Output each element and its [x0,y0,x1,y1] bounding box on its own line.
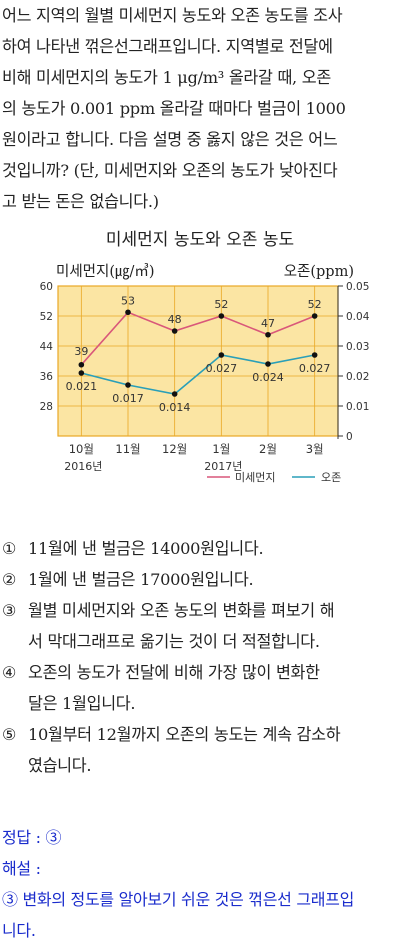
chart-title: 미세먼지 농도와 오존 농도 [106,230,294,250]
data-label: 53 [121,294,135,307]
answer-options: ① 11월에 낸 벌금은 14000원입니다. ② 1월에 낸 벌금은 1700… [2,533,398,781]
x-tick-label: 10월 [69,442,94,456]
data-label: 0.014 [159,401,191,414]
x-tick-label: 12월 [162,442,187,456]
question-line: 하여 나타낸 꺾은선그래프입니다. 지역별로 전달에 [2,37,333,56]
data-point [171,328,178,334]
data-point [265,361,271,367]
data-label: 52 [214,298,228,311]
plot-area [57,285,339,437]
explanation-line: 니다. [2,921,36,940]
right-tick-label: 0.04 [346,311,370,323]
series-line-fine-dust [80,311,315,366]
question-text: 어느 지역의 월별 미세먼지 농도와 오존 농도를 조사 하여 나타낸 꺾은선그… [2,0,398,217]
data-label: 39 [74,345,88,358]
data-label: 52 [308,298,322,311]
data-point [125,382,131,388]
legend-label: 오존 [321,471,341,484]
option-2[interactable]: ② 1월에 낸 벌금은 17000원입니다. [2,564,398,595]
option-text: 서 막대그래프로 옮기는 것이 더 적절합니다. [28,632,320,651]
left-tick-label: 44 [40,341,54,353]
option-number: ④ [2,663,17,682]
right-tick-label: 0.01 [346,401,369,413]
option-text: 10월부터 12월까지 오존의 농도는 계속 감소하 [28,725,341,744]
data-point [311,313,318,319]
option-number: ① [2,539,17,558]
question-line: 고 받는 돈은 없습니다.) [2,192,159,211]
option-5[interactable]: ⑤ 10월부터 12월까지 오존의 농도는 계속 감소하 였습니다. [2,719,398,781]
question-line: 어느 지역의 월별 미세먼지 농도와 오존 농도를 조사 [2,6,343,25]
question-line: 원이라고 합니다. 다음 설명 중 옳지 않은 것은 어느 [2,130,338,149]
question-line: 비해 미세먼지의 농도가 1 μg/m³ 올라갈 때, 오존 [2,68,331,87]
option-text: 달은 1월입니다. [28,694,136,713]
legend-label: 미세먼지 [235,471,275,484]
data-label: 47 [261,317,275,330]
right-tick-label: 0.05 [346,281,369,293]
right-tick-label: 0.03 [346,341,369,353]
option-text: 11월에 낸 벌금은 14000원입니다. [28,539,264,558]
x-tick-label: 3월 [306,442,324,456]
data-point [78,361,85,368]
option-number: ⑤ [2,725,17,744]
x-tick-label: 2월 [259,442,277,456]
option-3[interactable]: ③ 월별 미세먼지와 오존 농도의 변화를 펴보기 해 서 막대그래프로 옮기는… [2,595,398,657]
x-tick-label: 1월 [212,442,230,456]
option-number: ③ [2,601,17,620]
left-axis-label: 미세먼지(㎍/㎥) [56,263,155,280]
data-label: 0.027 [206,362,238,375]
left-tick-label: 60 [40,281,53,293]
data-point [125,309,131,316]
data-label: 0.024 [252,371,284,384]
year-label: 2017년 [204,460,242,473]
data-point [218,313,225,319]
option-1[interactable]: ① 11월에 낸 벌금은 14000원입니다. [2,533,398,564]
explanation-label: 해설 : [2,859,41,878]
left-tick-label: 52 [40,311,53,323]
data-point [218,352,225,358]
data-point [265,331,271,338]
explanation-line: ③ 변화의 정도를 알아보기 쉬운 것은 꺾은선 그래프입 [2,890,355,909]
left-tick-label: 36 [40,371,54,383]
x-tick-label: 11월 [115,442,140,456]
right-axis-label: 오존(ppm) [284,264,354,280]
data-label: 0.021 [66,380,98,393]
chart-svg: 미세먼지 농도와 오존 농도 미세먼지(㎍/㎥) 오존(ppm) 28 36 44 5… [40,230,370,484]
year-label: 2016년 [64,460,102,473]
left-tick-label: 28 [40,401,53,413]
line-chart: 미세먼지 농도와 오존 농도 미세먼지(㎍/㎥) 오존(ppm) 28 36 44 5… [0,228,400,498]
data-point [171,391,178,397]
option-number: ② [2,570,17,589]
question-line: 의 농도가 0.001 ppm 올라갈 때마다 벌금이 1000 [2,99,346,118]
series-line-ozone [81,354,315,395]
answer-section: 정답 : ③ 해설 : ③ 변화의 정도를 알아보기 쉬운 것은 꺾은선 그래프… [2,822,398,946]
data-point [78,370,85,376]
data-label: 48 [168,313,182,326]
option-text: 였습니다. [28,756,92,775]
right-tick-label: 0.02 [346,371,369,383]
option-text: 월별 미세먼지와 오존 농도의 변화를 펴보기 해 [28,601,335,620]
question-line: 것입니까? (단, 미세먼지와 오존의 농도가 낮아진다 [2,161,338,180]
answer-label: 정답 : ③ [2,828,62,847]
option-text: 1월에 낸 벌금은 17000원입니다. [28,570,254,589]
right-tick-label: 0 [346,431,353,443]
option-4[interactable]: ④ 오존의 농도가 전달에 비해 가장 많이 변화한 달은 1월입니다. [2,657,398,719]
option-text: 오존의 농도가 전달에 비해 가장 많이 변화한 [28,663,320,682]
data-label: 0.027 [299,362,331,375]
data-label: 0.017 [112,392,144,405]
data-point [311,352,318,358]
